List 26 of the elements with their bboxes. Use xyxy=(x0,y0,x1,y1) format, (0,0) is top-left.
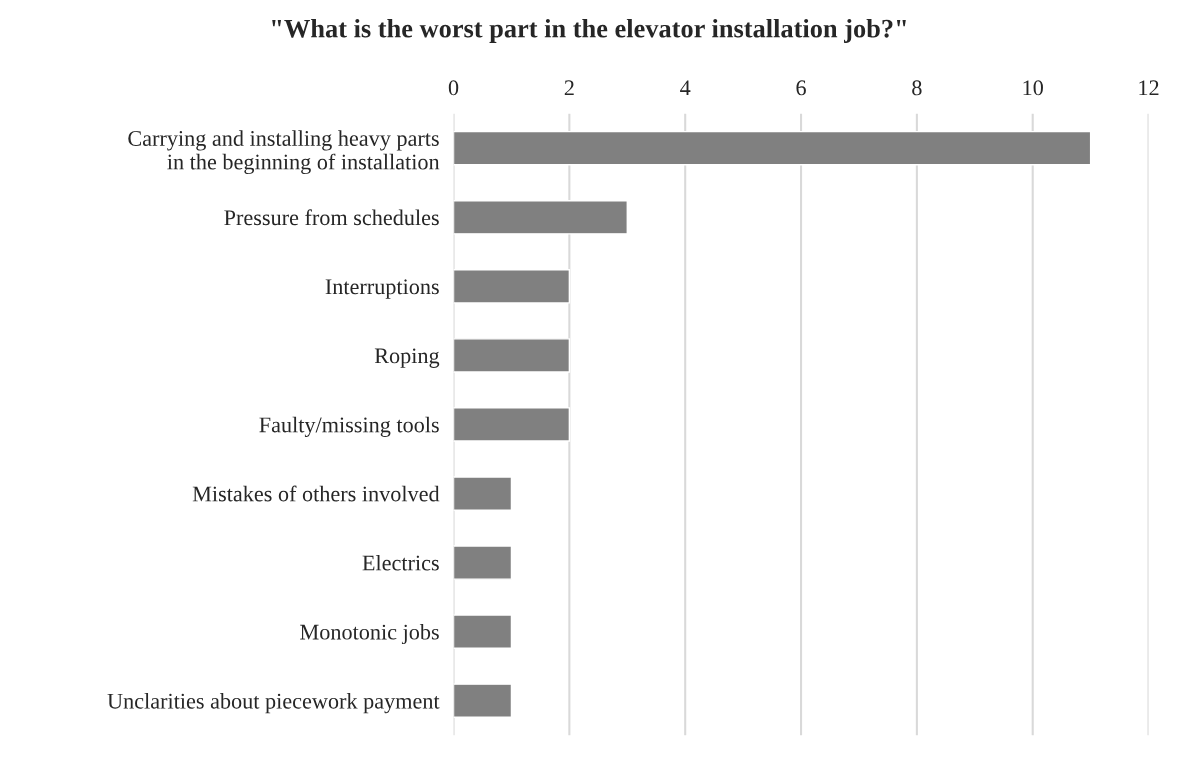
chart-title: "What is the worst part in the elevator installation job?" xyxy=(272,18,906,43)
x-tick-label: 6 xyxy=(796,80,806,96)
y-tick-label: Mistakes of others involved xyxy=(192,485,440,502)
bar xyxy=(453,407,571,442)
y-tick-label: Faulty/missing tools xyxy=(259,416,439,437)
y-tick-label: Unclarities about piecework payment xyxy=(107,693,440,714)
bar xyxy=(453,683,513,718)
x-tick-label: 12 xyxy=(1139,80,1159,96)
y-tick-label: Electrics xyxy=(362,554,439,571)
y-tick-label: Pressure from schedules xyxy=(224,209,439,226)
bar xyxy=(453,476,513,511)
bar xyxy=(453,200,628,235)
x-tick-label: 4 xyxy=(680,80,691,96)
y-tick-label: Interruptions xyxy=(325,279,439,299)
bar xyxy=(453,338,571,373)
x-tick-label: 10 xyxy=(1023,80,1043,96)
bar xyxy=(453,130,1092,166)
bar xyxy=(453,614,513,649)
bar xyxy=(453,545,513,580)
y-tick-label: Monotonic jobs xyxy=(300,623,439,645)
y-tick-label: Carrying and installing heavy parts in the beginning of installation xyxy=(128,130,440,175)
x-tick-label: 8 xyxy=(912,80,922,96)
y-tick-label: Roping xyxy=(374,348,440,368)
x-tick-label: 2 xyxy=(564,80,574,96)
x-tick-label: 0 xyxy=(448,80,459,96)
bar xyxy=(453,269,571,304)
